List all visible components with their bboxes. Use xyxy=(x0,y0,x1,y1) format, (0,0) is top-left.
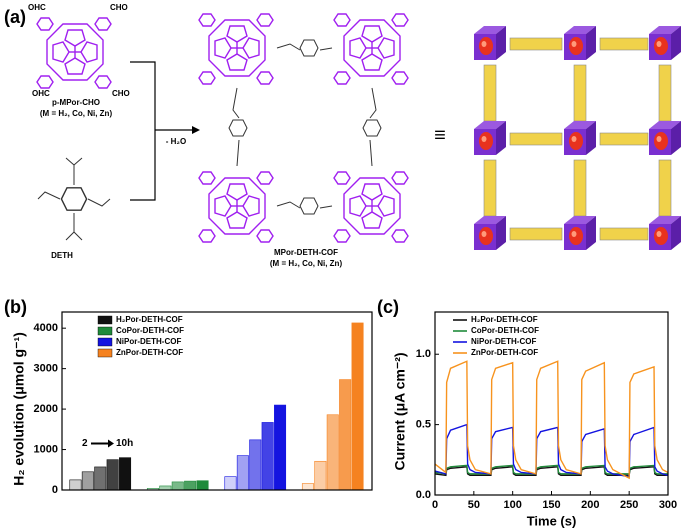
legend-label: H₂Por-DETH-COF xyxy=(471,315,538,324)
legend-label: CoPor-DETH-COF xyxy=(116,326,184,335)
y-tick-label: 0.5 xyxy=(416,419,431,431)
reaction-condition: - H₂O xyxy=(166,137,186,146)
annotation-arrowhead xyxy=(108,439,114,448)
aldehyde-label: OHC xyxy=(32,89,50,98)
legend-label: H₂Por-DETH-COF xyxy=(116,315,183,324)
line xyxy=(434,360,669,480)
cof-linker xyxy=(300,198,318,214)
legend-swatch xyxy=(97,337,113,347)
bar xyxy=(301,483,314,491)
y-tick-label: 0.0 xyxy=(416,489,431,501)
legend-label: NiPor-DETH-COF xyxy=(116,337,181,346)
bar xyxy=(274,404,287,491)
y-tick-label: 2000 xyxy=(34,403,58,415)
cof-structure xyxy=(199,14,408,242)
bar xyxy=(326,414,339,491)
panel-label: (b) xyxy=(4,297,27,317)
bar xyxy=(171,481,184,491)
product-metals: (M = H₂, Co, Ni, Zn) xyxy=(270,259,343,268)
x-tick-label: 0 xyxy=(432,499,438,511)
cof-porphyrin xyxy=(334,14,408,84)
plot-frame xyxy=(61,311,373,491)
cof-linker xyxy=(363,120,381,136)
linker-ring xyxy=(60,187,88,211)
aldehyde-label: CHO xyxy=(110,3,128,12)
legend-swatch xyxy=(97,348,113,358)
bar xyxy=(106,459,119,491)
bar xyxy=(249,439,262,491)
bar xyxy=(236,455,249,491)
legend-label: ZnPor-DETH-COF xyxy=(471,348,538,357)
aldehyde-label: CHO xyxy=(112,89,130,98)
cof-porphyrin xyxy=(199,172,273,242)
monomer-name: p-MPor-CHO xyxy=(52,98,100,107)
monomer-porphyrin xyxy=(37,18,111,88)
bar xyxy=(339,379,352,491)
x-axis-label: Time (s) xyxy=(527,513,577,528)
bar xyxy=(94,466,107,491)
bar xyxy=(351,322,364,491)
x-tick-label: 250 xyxy=(620,499,638,511)
bar xyxy=(81,471,94,491)
annotation: 10h xyxy=(116,438,133,449)
reaction-bracket xyxy=(130,61,192,201)
bar xyxy=(196,480,209,491)
y-axis-label: Current (μA cm⁻²) xyxy=(392,352,408,470)
reaction-arrow xyxy=(192,126,200,134)
y-tick-label: 1000 xyxy=(34,443,58,455)
legend-label: CoPor-DETH-COF xyxy=(471,326,539,335)
annotation: 2 xyxy=(82,438,88,449)
bar xyxy=(261,422,274,491)
legend-label: ZnPor-DETH-COF xyxy=(116,348,183,357)
x-tick-label: 150 xyxy=(542,499,560,511)
x-tick-label: 200 xyxy=(581,499,599,511)
monomer-metals: (M = H₂, Co, Ni, Zn) xyxy=(40,109,113,118)
x-tick-label: 300 xyxy=(659,499,677,511)
cof-linker xyxy=(300,40,318,56)
aldehyde-label: OHC xyxy=(28,3,46,12)
legend-swatch xyxy=(97,315,113,325)
linker-name: DETH xyxy=(51,251,73,260)
bar xyxy=(119,457,132,491)
x-tick-label: 50 xyxy=(468,499,480,511)
y-tick-label: 1.0 xyxy=(416,348,431,360)
panel-label: (a) xyxy=(4,7,26,27)
linker-bonds xyxy=(37,157,111,241)
cof-3d-model xyxy=(474,26,681,250)
product-name: MPor-DETH-COF xyxy=(274,248,338,257)
equivalence: ≡ xyxy=(434,124,446,146)
bar xyxy=(314,460,327,491)
y-tick-label: 3000 xyxy=(34,363,58,375)
bar xyxy=(159,485,172,491)
bar xyxy=(69,479,82,491)
y-tick-label: 4000 xyxy=(34,322,58,334)
legend-swatch xyxy=(97,326,113,336)
y-tick-label: 0 xyxy=(52,484,58,496)
y-axis-label: H₂ evolution (μmol g⁻¹) xyxy=(11,332,27,486)
x-tick-label: 100 xyxy=(503,499,521,511)
plot-frame xyxy=(434,311,669,496)
cof-bonds xyxy=(232,43,377,209)
bar xyxy=(184,480,197,491)
cof-porphyrin xyxy=(199,14,273,84)
cof-linker xyxy=(229,120,247,136)
panel-label: (c) xyxy=(377,297,399,317)
legend-label: NiPor-DETH-COF xyxy=(471,337,536,346)
cof-porphyrin xyxy=(334,172,408,242)
bar xyxy=(224,476,237,491)
